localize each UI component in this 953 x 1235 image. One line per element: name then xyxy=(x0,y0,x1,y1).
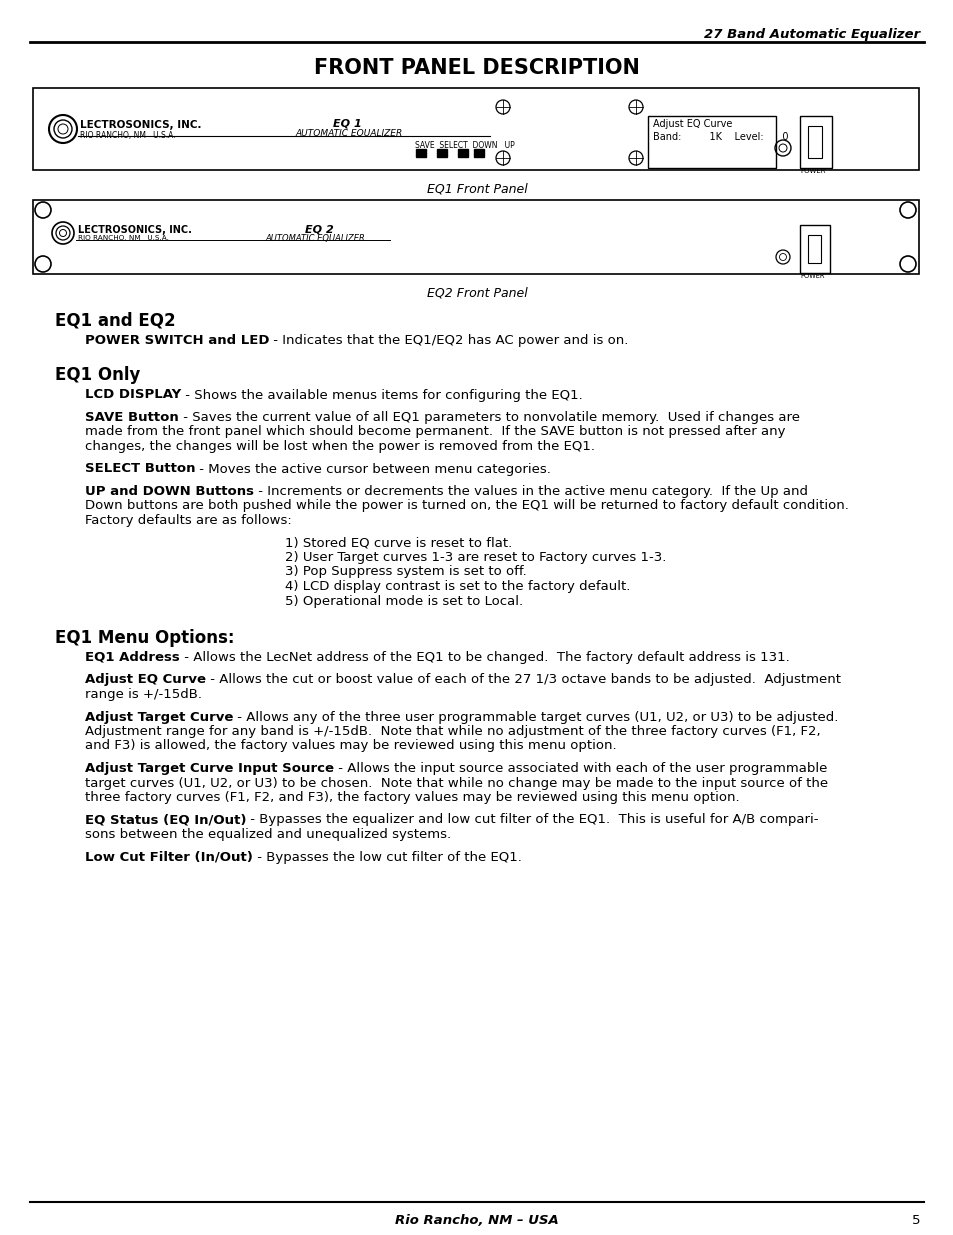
Text: Adjustment range for any band is +/-15dB.  Note that while no adjustment of the : Adjustment range for any band is +/-15dB… xyxy=(85,725,820,739)
Text: SAVE Button: SAVE Button xyxy=(85,411,178,424)
Text: LECTROSONICS, INC.: LECTROSONICS, INC. xyxy=(78,225,192,235)
Text: - Allows the input source associated with each of the user programmable: - Allows the input source associated wit… xyxy=(334,762,826,776)
Text: - Allows the LecNet address of the EQ1 to be changed.  The factory default addre: - Allows the LecNet address of the EQ1 t… xyxy=(179,651,789,664)
Text: - Shows the available menus items for configuring the EQ1.: - Shows the available menus items for co… xyxy=(181,389,582,401)
Text: Adjust EQ Curve: Adjust EQ Curve xyxy=(652,119,732,128)
Bar xyxy=(416,149,426,157)
Bar xyxy=(436,149,447,157)
Text: RIO RANCHO, NM   U.S.A.: RIO RANCHO, NM U.S.A. xyxy=(78,235,169,241)
Bar xyxy=(474,149,483,157)
Text: 1) Stored EQ curve is reset to flat.: 1) Stored EQ curve is reset to flat. xyxy=(285,536,512,550)
Text: and F3) is allowed, the factory values may be reviewed using this menu option.: and F3) is allowed, the factory values m… xyxy=(85,740,616,752)
Circle shape xyxy=(35,203,51,219)
Bar xyxy=(800,225,829,273)
Text: SAVE  SELECT  DOWN   UP: SAVE SELECT DOWN UP xyxy=(415,141,515,149)
Text: EQ1 Front Panel: EQ1 Front Panel xyxy=(426,183,527,196)
Text: - Indicates that the EQ1/EQ2 has AC power and is on.: - Indicates that the EQ1/EQ2 has AC powe… xyxy=(269,333,628,347)
Circle shape xyxy=(35,256,51,272)
Text: EQ1 and EQ2: EQ1 and EQ2 xyxy=(55,312,175,330)
Text: - Saves the current value of all EQ1 parameters to nonvolatile memory.  Used if : - Saves the current value of all EQ1 par… xyxy=(178,411,799,424)
Text: changes, the changes will be lost when the power is removed from the EQ1.: changes, the changes will be lost when t… xyxy=(85,440,595,453)
Text: range is +/-15dB.: range is +/-15dB. xyxy=(85,688,202,701)
Text: 2) User Target curves 1-3 are reset to Factory curves 1-3.: 2) User Target curves 1-3 are reset to F… xyxy=(285,551,666,564)
Text: 5) Operational mode is set to Local.: 5) Operational mode is set to Local. xyxy=(285,594,522,608)
Bar xyxy=(457,149,468,157)
Text: Adjust Target Curve Input Source: Adjust Target Curve Input Source xyxy=(85,762,334,776)
Bar xyxy=(807,126,821,158)
Text: Band:         1K    Level:      0: Band: 1K Level: 0 xyxy=(652,132,788,142)
Text: LCD DISPLAY: LCD DISPLAY xyxy=(85,389,181,401)
Text: - Bypasses the low cut filter of the EQ1.: - Bypasses the low cut filter of the EQ1… xyxy=(253,851,521,863)
Text: LECTROSONICS, INC.: LECTROSONICS, INC. xyxy=(80,120,201,130)
Text: three factory curves (F1, F2, and F3), the factory values may be reviewed using : three factory curves (F1, F2, and F3), t… xyxy=(85,790,739,804)
Text: Rio Rancho, NM – USA: Rio Rancho, NM – USA xyxy=(395,1214,558,1228)
Bar xyxy=(647,116,775,168)
Text: EQ 1: EQ 1 xyxy=(333,119,361,128)
Text: made from the front panel which should become permanent.  If the SAVE button is : made from the front panel which should b… xyxy=(85,426,784,438)
Text: Adjust EQ Curve: Adjust EQ Curve xyxy=(85,673,206,687)
Text: - Moves the active cursor between menu categories.: - Moves the active cursor between menu c… xyxy=(195,462,551,475)
Text: Low Cut Filter (In/Out): Low Cut Filter (In/Out) xyxy=(85,851,253,863)
Bar xyxy=(33,200,918,274)
Text: EQ1 Only: EQ1 Only xyxy=(55,367,140,384)
Bar xyxy=(800,116,831,168)
Bar xyxy=(807,235,821,263)
Text: EQ1 Address: EQ1 Address xyxy=(85,651,179,664)
Text: POWER: POWER xyxy=(800,168,824,174)
Text: RIO RANCHO, NM   U.S.A.: RIO RANCHO, NM U.S.A. xyxy=(80,131,175,140)
Text: EQ2 Front Panel: EQ2 Front Panel xyxy=(426,287,527,300)
Text: AUTOMATIC EQUALIZER: AUTOMATIC EQUALIZER xyxy=(294,128,402,138)
Text: 3) Pop Suppress system is set to off.: 3) Pop Suppress system is set to off. xyxy=(285,566,526,578)
Text: Down buttons are both pushed while the power is turned on, the EQ1 will be retur: Down buttons are both pushed while the p… xyxy=(85,499,848,513)
Text: AUTOMATIC EQUALIZER: AUTOMATIC EQUALIZER xyxy=(265,233,364,243)
Bar xyxy=(33,88,918,170)
Text: - Bypasses the equalizer and low cut filter of the EQ1.  This is useful for A/B : - Bypasses the equalizer and low cut fil… xyxy=(246,814,818,826)
Text: EQ1 Menu Options:: EQ1 Menu Options: xyxy=(55,629,234,647)
Text: POWER SWITCH and LED: POWER SWITCH and LED xyxy=(85,333,269,347)
Text: 5: 5 xyxy=(910,1214,919,1228)
Circle shape xyxy=(899,203,915,219)
Text: 4) LCD display contrast is set to the factory default.: 4) LCD display contrast is set to the fa… xyxy=(285,580,630,593)
Text: target curves (U1, U2, or U3) to be chosen.  Note that while no change may be ma: target curves (U1, U2, or U3) to be chos… xyxy=(85,777,827,789)
Text: sons between the equalized and unequalized systems.: sons between the equalized and unequaliz… xyxy=(85,827,451,841)
Circle shape xyxy=(899,256,915,272)
Text: FRONT PANEL DESCRIPTION: FRONT PANEL DESCRIPTION xyxy=(314,58,639,78)
Text: UP and DOWN Buttons: UP and DOWN Buttons xyxy=(85,485,253,498)
Text: Factory defaults are as follows:: Factory defaults are as follows: xyxy=(85,514,292,527)
Text: POWER: POWER xyxy=(800,273,823,279)
Text: - Increments or decrements the values in the active menu category.  If the Up an: - Increments or decrements the values in… xyxy=(253,485,807,498)
Text: 27 Band Automatic Equalizer: 27 Band Automatic Equalizer xyxy=(703,28,919,41)
Text: - Allows the cut or boost value of each of the 27 1/3 octave bands to be adjuste: - Allows the cut or boost value of each … xyxy=(206,673,841,687)
Text: EQ 2: EQ 2 xyxy=(305,224,334,233)
Text: EQ Status (EQ In/Out): EQ Status (EQ In/Out) xyxy=(85,814,246,826)
Text: SELECT Button: SELECT Button xyxy=(85,462,195,475)
Text: - Allows any of the three user programmable target curves (U1, U2, or U3) to be : - Allows any of the three user programma… xyxy=(233,710,838,724)
Text: Adjust Target Curve: Adjust Target Curve xyxy=(85,710,233,724)
